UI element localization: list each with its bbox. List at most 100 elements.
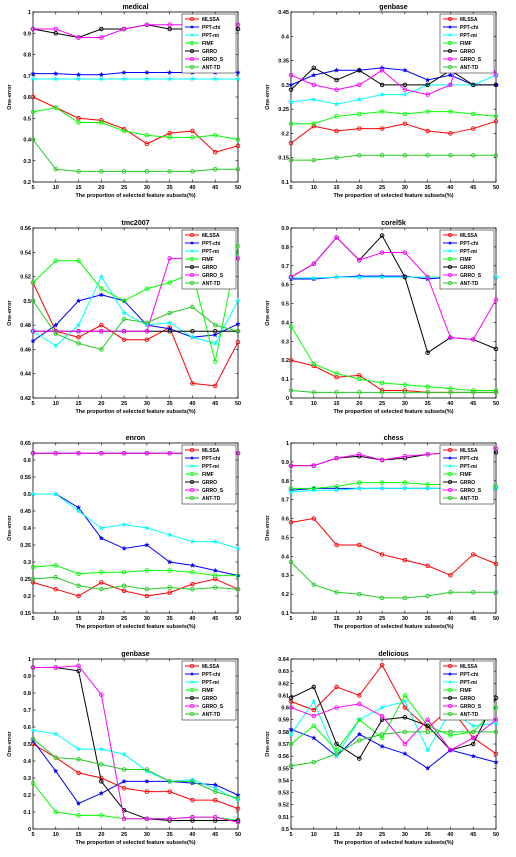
legend-marker xyxy=(447,479,452,484)
data-point xyxy=(334,751,339,756)
legend-marker xyxy=(189,479,194,484)
data-point xyxy=(53,575,59,580)
data-point xyxy=(356,274,362,280)
data-point xyxy=(425,384,430,389)
chart-title: medical xyxy=(122,4,148,11)
data-point xyxy=(288,486,294,491)
series-line xyxy=(290,236,497,340)
x-tick-label: 5 xyxy=(289,401,292,407)
legend-marker xyxy=(447,248,453,253)
x-tick-label: 30 xyxy=(402,401,408,407)
data-point xyxy=(76,341,81,346)
data-point xyxy=(75,800,82,806)
data-point xyxy=(167,76,173,82)
x-tick-label: 15 xyxy=(75,616,81,622)
data-point xyxy=(190,569,195,575)
data-point xyxy=(334,589,339,595)
data-point xyxy=(334,741,339,747)
data-point xyxy=(167,280,172,285)
data-point xyxy=(334,155,339,160)
chart-title: tmc2007 xyxy=(121,220,149,227)
data-point xyxy=(76,583,81,589)
data-point xyxy=(75,76,82,82)
y-tick-label: 0.1 xyxy=(281,611,289,617)
data-point xyxy=(357,542,362,548)
data-point xyxy=(76,335,81,340)
series-ANT-TD xyxy=(30,298,241,352)
data-point xyxy=(425,747,431,753)
legend-marker xyxy=(189,280,194,285)
y-tick-label: 0.6 xyxy=(23,725,31,731)
y-tick-label: 0.4 xyxy=(23,526,32,532)
y-tick-label: 0.42 xyxy=(20,396,31,402)
series-MLSSA xyxy=(288,516,499,578)
legend-label: MLSSA xyxy=(460,233,478,239)
legend-marker xyxy=(447,495,452,500)
data-point xyxy=(493,390,499,395)
data-point xyxy=(402,729,408,735)
data-point xyxy=(144,767,150,772)
data-point xyxy=(470,153,476,158)
data-point xyxy=(425,274,430,280)
data-point xyxy=(98,790,104,796)
data-point xyxy=(402,557,408,563)
series-line xyxy=(290,664,497,755)
data-point xyxy=(76,770,81,776)
series-line xyxy=(32,564,238,577)
legend-marker xyxy=(189,272,194,277)
data-point xyxy=(121,298,127,304)
data-point xyxy=(425,485,431,491)
data-point xyxy=(212,789,218,794)
legend-marker xyxy=(447,487,452,492)
data-point xyxy=(311,713,317,719)
data-point xyxy=(333,487,340,493)
data-point xyxy=(189,562,196,568)
y-tick-label: 0.58 xyxy=(278,730,289,736)
legend-marker xyxy=(189,704,194,709)
series-ANT-TD xyxy=(30,575,241,592)
data-point xyxy=(379,485,385,491)
data-point xyxy=(425,563,430,569)
legend-label: ANT-TD xyxy=(202,281,221,287)
y-tick-label: 0.6 xyxy=(23,95,31,101)
data-point xyxy=(333,101,340,107)
y-tick-label: 0.1 xyxy=(281,377,289,383)
data-point xyxy=(30,780,36,786)
series-line xyxy=(290,561,496,599)
chart-panel-8: delicious 5 10 15 20 25 30 35 40 45 50 0.5 0.51 0.52 0… xyxy=(265,651,499,846)
legend-label: MLSSA xyxy=(202,664,220,670)
series-line xyxy=(290,67,496,91)
series-line xyxy=(290,703,497,751)
data-point xyxy=(425,765,431,771)
x-axis-label: The proportion of selected feature subse… xyxy=(75,840,195,846)
data-point xyxy=(99,779,104,784)
chart-title: genbase xyxy=(121,651,150,658)
data-point xyxy=(402,693,408,698)
x-tick-label: 30 xyxy=(402,185,408,191)
legend-marker xyxy=(189,41,194,46)
data-point xyxy=(470,111,476,117)
data-point xyxy=(402,91,408,97)
data-point xyxy=(334,235,339,240)
data-point xyxy=(144,22,150,28)
legend-marker xyxy=(447,41,452,46)
legend-label: GRRO_S xyxy=(202,704,224,710)
chart-panel-4: corel5k 5 10 15 20 25 30 35 40 45 50 0 0.1 0.2 0.3 0.4 0… xyxy=(265,220,499,415)
y-tick-label: 1 xyxy=(286,441,289,447)
data-point xyxy=(190,169,195,174)
data-point xyxy=(425,390,430,395)
data-point xyxy=(212,573,218,578)
data-point xyxy=(448,589,453,595)
series-line xyxy=(33,665,239,823)
x-tick-label: 5 xyxy=(31,832,34,838)
data-point xyxy=(379,250,385,255)
data-point xyxy=(311,390,317,395)
legend-marker xyxy=(447,256,452,261)
x-tick-label: 30 xyxy=(402,832,408,838)
data-point xyxy=(379,704,385,710)
chart-title: enron xyxy=(126,435,145,442)
x-tick-label: 10 xyxy=(53,185,59,191)
y-tick-label: 0.35 xyxy=(278,59,289,65)
y-tick-label: 0.45 xyxy=(278,10,289,16)
data-point xyxy=(425,482,430,487)
